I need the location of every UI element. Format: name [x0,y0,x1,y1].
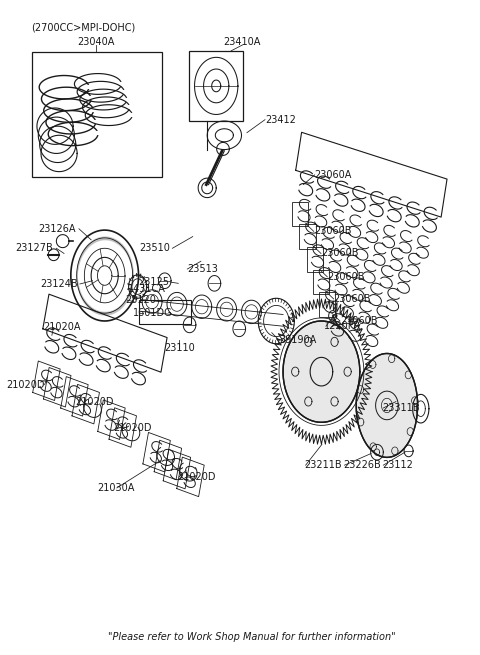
Text: 23410A: 23410A [224,37,261,47]
Text: 23127B: 23127B [15,243,53,253]
Bar [189,51,243,121]
Polygon shape [283,321,360,422]
Text: 23311B: 23311B [383,403,420,413]
Text: 21020D: 21020D [177,472,216,482]
Bar [319,292,336,317]
Bar [300,224,315,249]
Text: 23060B: 23060B [334,294,371,304]
Text: 21020D: 21020D [114,423,152,433]
Text: 23126A: 23126A [38,224,75,234]
Text: "Please refer to Work Shop Manual for further information": "Please refer to Work Shop Manual for fu… [108,631,395,642]
Text: 23510: 23510 [139,243,170,253]
Text: 21020D: 21020D [75,397,114,407]
Text: 21020D: 21020D [6,380,45,390]
Bar [32,52,162,177]
Text: 23060B: 23060B [327,272,365,282]
Text: 39190A: 39190A [279,335,317,345]
Text: 23060B: 23060B [314,227,351,236]
Text: 23040A: 23040A [77,37,114,47]
Bar [313,270,329,294]
Text: 23211B: 23211B [305,460,342,470]
Text: 23060B: 23060B [321,248,359,259]
Text: 1601DG: 1601DG [133,309,173,318]
Text: 23112: 23112 [383,460,413,470]
Text: 1431CA: 1431CA [128,284,166,293]
Text: 23124B: 23124B [40,279,78,289]
Text: 23060A: 23060A [314,170,351,180]
Text: 23120: 23120 [125,295,156,305]
Text: 21020A: 21020A [44,322,81,333]
Text: 23060B: 23060B [340,316,377,326]
Text: (2700CC>MPI-DOHC): (2700CC>MPI-DOHC) [31,22,135,33]
Bar [292,202,308,226]
Text: 23125: 23125 [138,277,169,287]
Text: 21030A: 21030A [97,483,135,493]
Text: 23226B: 23226B [344,460,381,470]
Text: 1220FR: 1220FR [324,321,361,331]
Bar [307,247,323,272]
Bar [140,299,192,324]
Text: 23513: 23513 [187,264,218,274]
Text: 23110: 23110 [164,343,194,353]
Polygon shape [356,354,418,457]
Text: 23412: 23412 [265,115,296,124]
